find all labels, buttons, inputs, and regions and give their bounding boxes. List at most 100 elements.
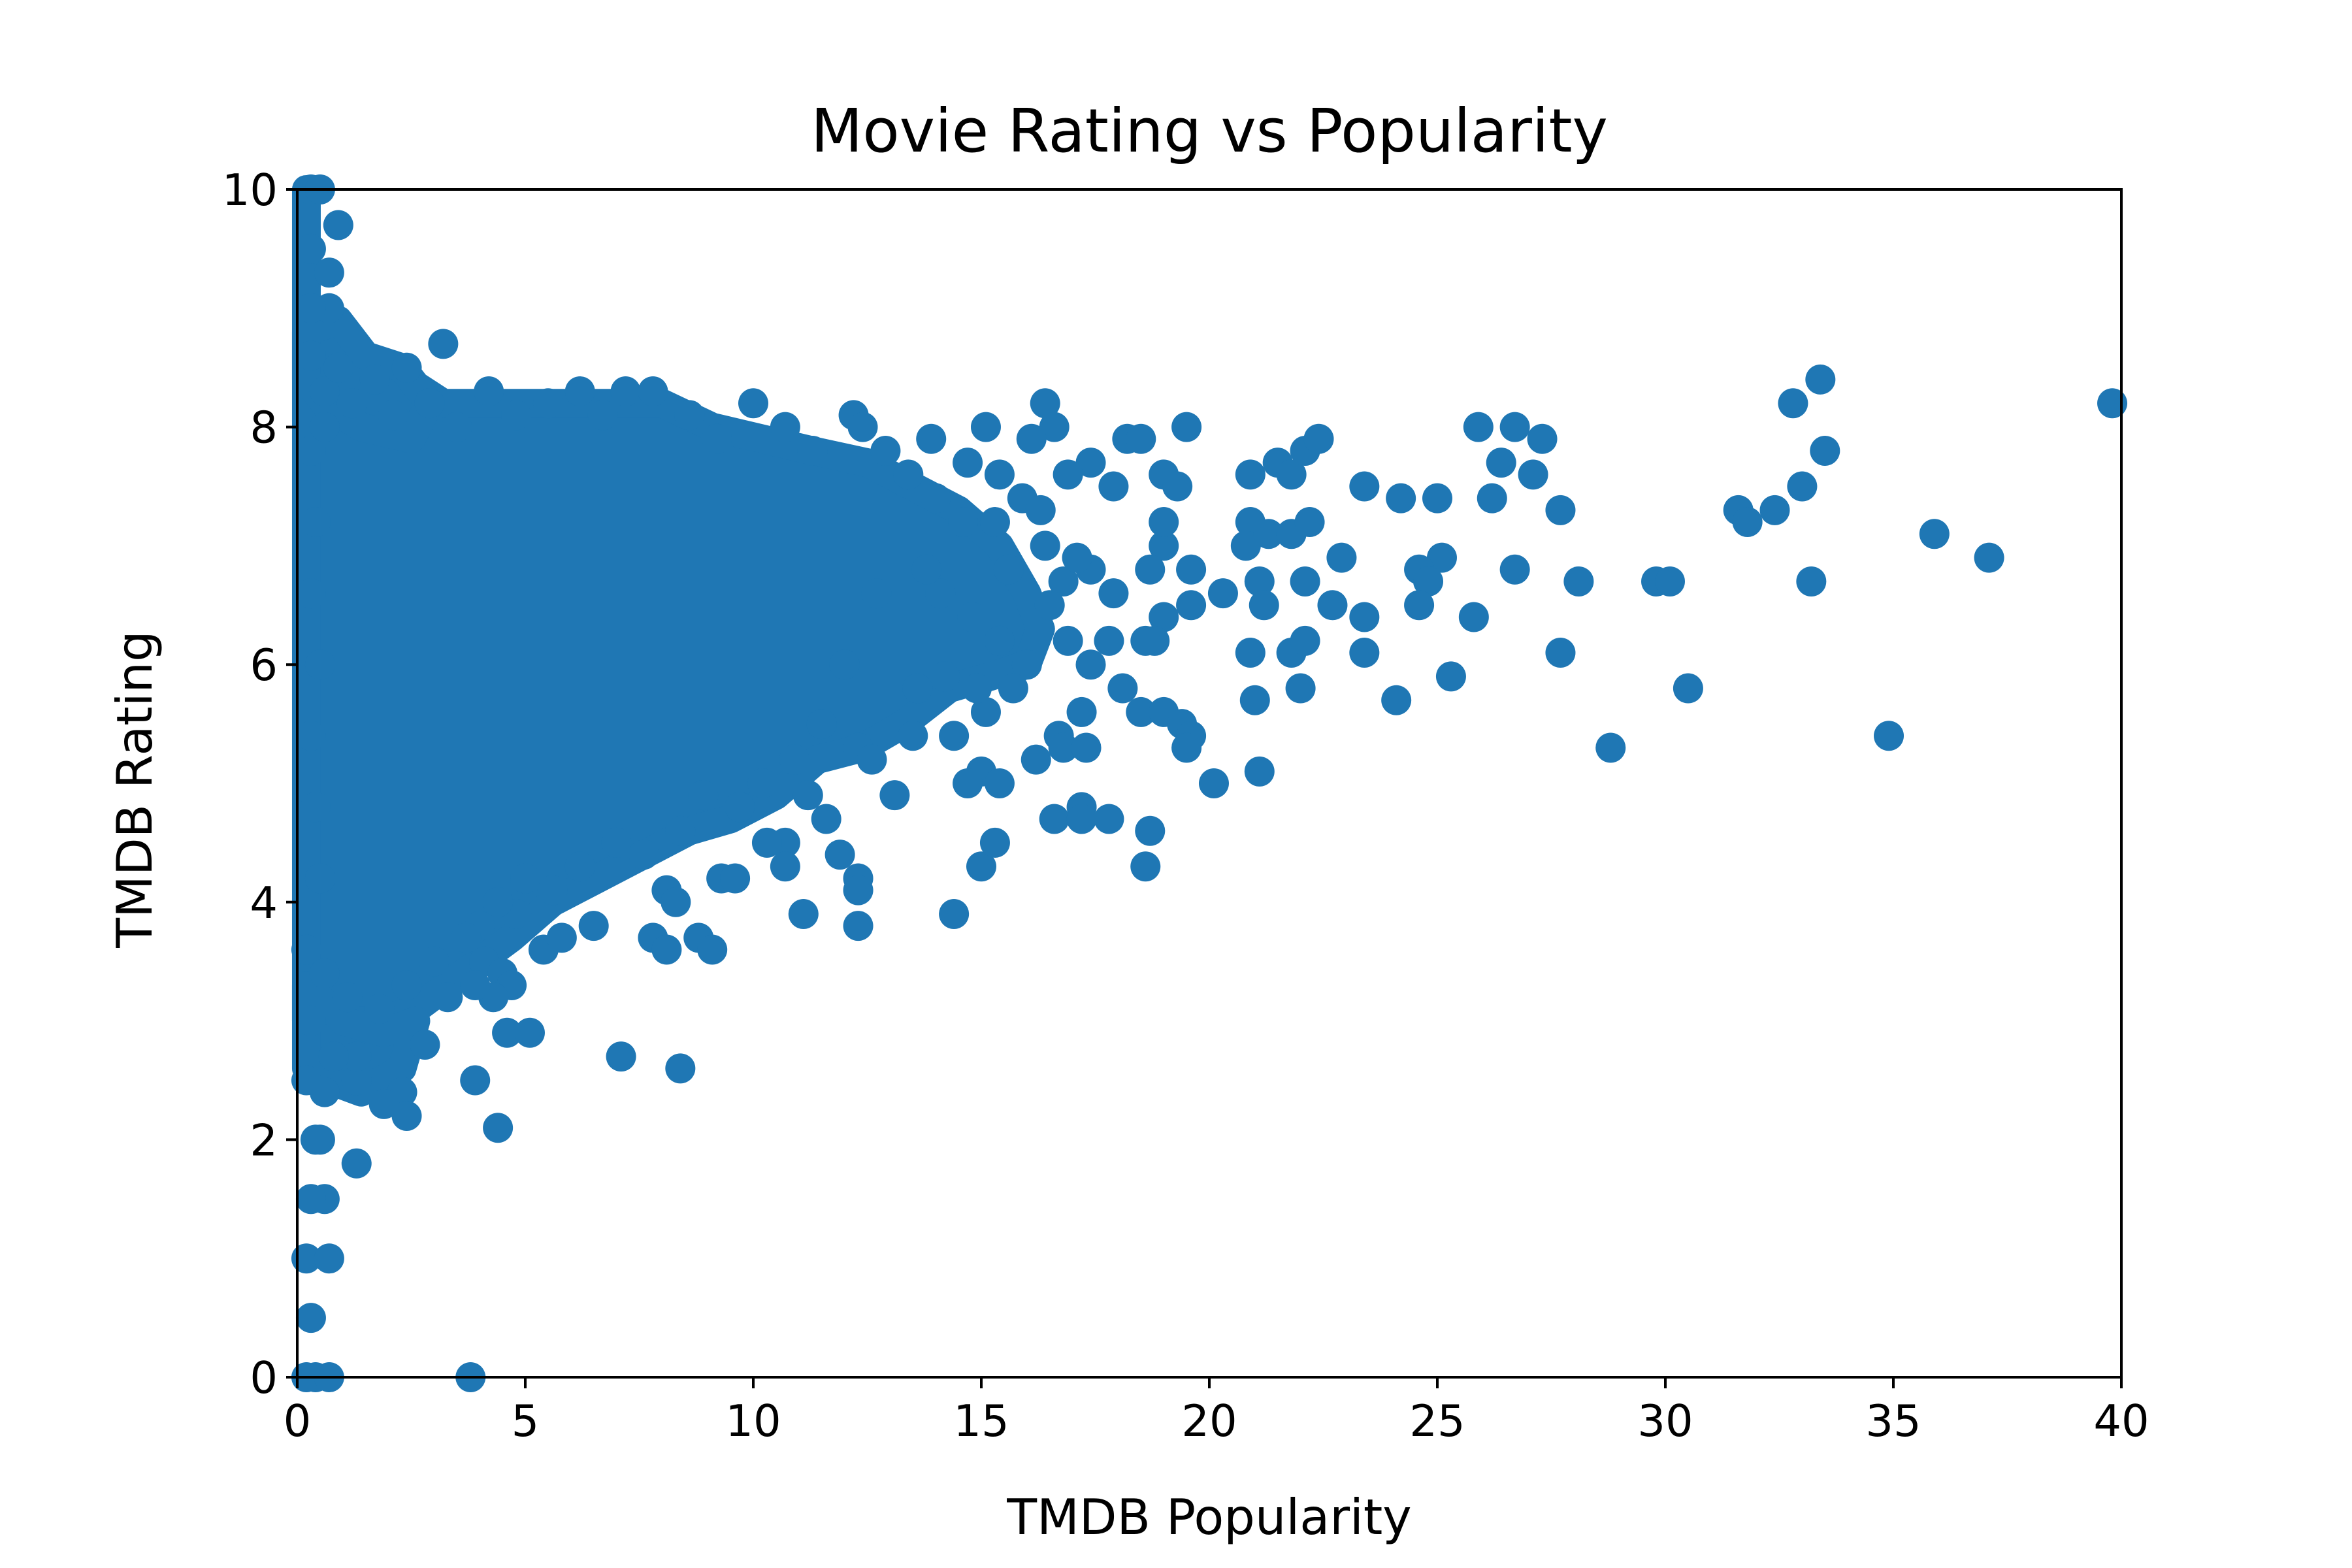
data-point (1053, 625, 1083, 656)
data-point (483, 1113, 514, 1143)
x-tick-label: 0 (284, 1396, 312, 1446)
x-axis-ticks: 0 5 10 15 20 25 30 35 40 (284, 1377, 2149, 1446)
data-point (1810, 435, 1840, 466)
data-point (948, 507, 979, 538)
data-point (674, 400, 705, 431)
data-point (364, 994, 395, 1024)
data-point (1253, 519, 1284, 549)
data-point (651, 934, 682, 965)
data-point (1974, 542, 2004, 573)
data-point (1874, 721, 1904, 751)
data-point (1759, 495, 1790, 525)
data-point (1499, 554, 1530, 585)
data-point (1062, 542, 1092, 573)
data-point (391, 352, 422, 383)
data-point (304, 1124, 335, 1155)
data-point (1244, 566, 1275, 596)
data-point (606, 1041, 636, 1072)
data-point (1276, 459, 1307, 490)
data-point (1066, 804, 1097, 834)
data-point (797, 435, 828, 466)
data-point (1326, 542, 1357, 573)
data-point (921, 483, 951, 514)
data-point (1239, 685, 1270, 715)
data-point (2097, 388, 2128, 419)
data-point (1016, 423, 1047, 454)
data-point (1094, 804, 1124, 834)
data-point (1130, 851, 1161, 882)
data-point (843, 875, 874, 906)
data-point (1787, 471, 1818, 502)
data-point (738, 388, 768, 419)
data-point (1413, 566, 1444, 596)
data-point (825, 840, 855, 870)
data-point (1025, 495, 1056, 525)
data-point (1595, 732, 1626, 763)
data-point (930, 661, 960, 692)
data-point (1919, 519, 1950, 549)
data-point (295, 1303, 326, 1333)
data-point (984, 768, 1015, 798)
y-tick-label: 4 (250, 877, 278, 928)
data-point (661, 887, 691, 917)
data-point (295, 578, 326, 609)
y-tick-label: 10 (222, 165, 278, 216)
data-point (953, 448, 983, 478)
data-point (857, 744, 887, 775)
data-point (323, 352, 353, 383)
data-point (993, 554, 1024, 585)
data-point (1435, 661, 1466, 692)
data-point (1294, 507, 1325, 538)
data-point (1098, 471, 1129, 502)
data-point (979, 827, 1010, 858)
data-point (1135, 815, 1166, 846)
data-point (806, 709, 837, 740)
data-point (341, 1065, 372, 1096)
data-point (295, 1184, 326, 1215)
data-point (1207, 578, 1238, 609)
data-point (304, 863, 335, 894)
data-point (1349, 602, 1380, 632)
data-point (564, 376, 595, 407)
y-axis-ticks: 0 2 4 6 8 10 (222, 165, 297, 1403)
data-point (1176, 554, 1207, 585)
data-point (1249, 590, 1279, 621)
data-point (1458, 602, 1489, 632)
data-point (564, 851, 595, 882)
data-point (1149, 602, 1179, 632)
data-point (309, 376, 340, 407)
data-point (1071, 732, 1102, 763)
data-point (309, 412, 340, 442)
data-point (1486, 448, 1516, 478)
data-point (770, 851, 800, 882)
y-tick-label: 2 (250, 1115, 278, 1166)
data-point (1107, 673, 1138, 704)
data-point (300, 507, 331, 538)
data-point (979, 507, 1010, 538)
data-point (751, 827, 782, 858)
data-point (1426, 542, 1457, 573)
data-point (291, 1065, 321, 1096)
data-point (916, 423, 947, 454)
data-point (291, 934, 321, 965)
data-point (410, 1029, 440, 1060)
data-point (291, 1243, 321, 1274)
y-tick-label: 8 (250, 402, 278, 453)
data-point (514, 1017, 545, 1048)
data-point (1053, 459, 1083, 490)
data-point (893, 459, 924, 490)
data-point (295, 721, 326, 751)
scatter-points (291, 174, 2128, 1392)
data-point (1796, 566, 1827, 596)
data-point (1098, 578, 1129, 609)
data-point (1463, 412, 1494, 442)
data-point (1198, 768, 1229, 798)
data-point (1732, 507, 1763, 538)
data-point (483, 887, 514, 917)
data-point (295, 233, 326, 264)
data-point (843, 911, 874, 941)
data-point (1285, 673, 1316, 704)
data-point (788, 898, 819, 929)
data-point (770, 412, 800, 442)
